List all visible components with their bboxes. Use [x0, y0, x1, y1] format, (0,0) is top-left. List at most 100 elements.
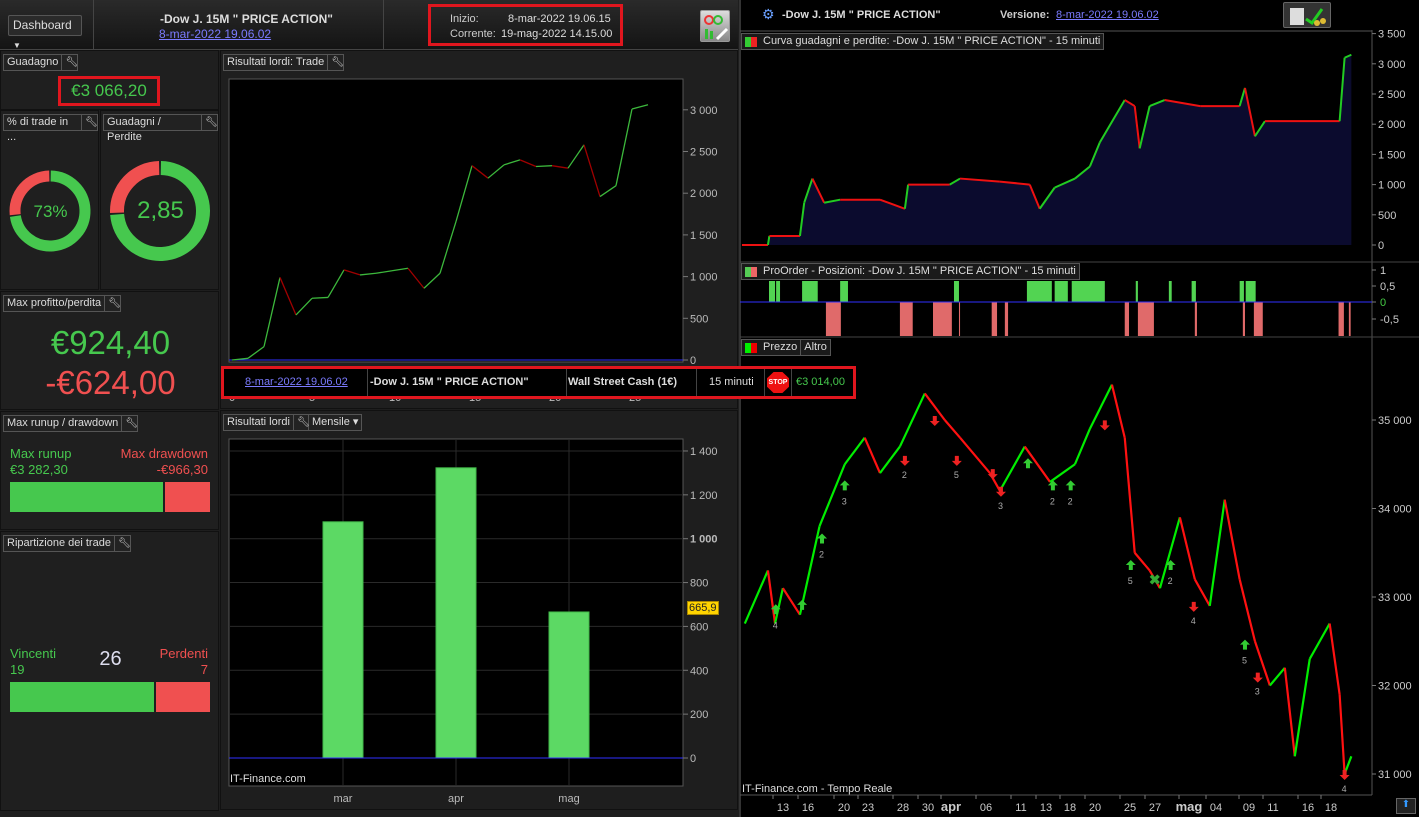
equity-segment: [903, 184, 910, 209]
equity-segment: [1074, 165, 1091, 180]
equity-segment: [1254, 120, 1266, 137]
trade-row[interactable]: 8-mar-2022 19.06.02 -Dow J. 15M " PRICE …: [221, 366, 856, 399]
wrench-icon[interactable]: 🔧︎: [65, 57, 79, 68]
position-legend-icon: [745, 267, 757, 277]
long-position-bar: [1135, 281, 1138, 302]
x-tick-label: 13: [1040, 802, 1052, 814]
equity-segment: [1038, 187, 1056, 210]
donut-red-segment: [9, 170, 50, 216]
y-tick-label: 400: [690, 665, 708, 677]
sell-arrow-icon: [899, 455, 910, 466]
short-position-bar: [1004, 302, 1009, 336]
sell-arrow-icon: [1252, 672, 1263, 683]
trade-segment: [439, 221, 457, 274]
monthly-chart-tab: Risultati lordi 🔧︎ Mensile ▾: [223, 414, 363, 431]
x-tick-label: 27: [1149, 802, 1161, 814]
trade-count-label: 2: [1050, 496, 1055, 506]
buy-arrow-icon: [1125, 560, 1136, 571]
short-position-bar: [1194, 302, 1197, 336]
win-count: 19: [10, 662, 25, 677]
current-label: Corrente:: [450, 28, 496, 40]
strategy-date-link[interactable]: 8-mar-2022 19.06.02: [159, 27, 272, 41]
scroll-to-end-icon[interactable]: ⬆: [1396, 798, 1416, 814]
monthly-chart-panel: Risultati lordi 🔧︎ Mensile ▾: [220, 410, 738, 810]
equity-segment: [879, 198, 906, 210]
trade-segment: [583, 144, 601, 197]
equity-title: Curva guadagni e perdite: -Dow J. 15M " …: [763, 35, 1101, 47]
equity-segment: [1133, 105, 1141, 149]
long-position-bar: [776, 281, 781, 302]
x-tick-label: mag: [558, 793, 579, 805]
tab-price[interactable]: Prezzo: [760, 340, 802, 355]
max-pl-panel: Max profitto/perdita 🔧︎ €924,40 -€624,00: [0, 291, 219, 410]
runup-panel: Max runup / drawdown 🔧︎ Max runup €3 282,…: [0, 411, 219, 530]
trade-count-label: 2: [902, 470, 907, 480]
bar-mag: [548, 611, 590, 759]
trade-instrument: Wall Street Cash (1€): [568, 376, 678, 388]
wrench-icon[interactable]: 🔧︎: [294, 415, 310, 430]
y-tick-label: 200: [690, 709, 708, 721]
dashboard-settings-icon[interactable]: [700, 10, 730, 42]
price-segment: [773, 587, 784, 624]
equity-segment: [959, 177, 1000, 183]
y-tick-label: 34 000: [1378, 504, 1412, 516]
x-tick-label: apr: [448, 793, 464, 805]
highlight-box: [58, 76, 160, 106]
tab-other[interactable]: Altro: [804, 341, 827, 353]
y-tick-label: 32 000: [1378, 681, 1412, 693]
equity-segment: [766, 235, 771, 246]
y-tick-label: 2 500: [690, 147, 718, 159]
loss-bar: [156, 682, 210, 712]
trade-date-link[interactable]: 8-mar-2022 19.06.02: [245, 376, 348, 388]
price-segment: [1238, 579, 1257, 642]
wrench-icon[interactable]: 🔧︎: [331, 57, 344, 68]
y-tick-label: 0: [690, 355, 696, 367]
dashboard-dropdown[interactable]: Dashboard ▼: [8, 15, 82, 50]
backtest-report-icon[interactable]: [1283, 2, 1331, 28]
price-segment: [959, 436, 991, 474]
long-position-bar: [1239, 281, 1244, 302]
wrench-icon[interactable]: 🔧︎: [125, 418, 138, 429]
equity-legend: Curva guadagni e perdite: -Dow J. 15M " …: [741, 33, 1105, 50]
trade-segment: [343, 269, 361, 276]
period-dropdown[interactable]: Mensile ▾: [311, 416, 359, 428]
buy-arrow-icon: [770, 604, 781, 615]
trade-segment: [311, 296, 329, 299]
wrench-icon[interactable]: 🔧︎: [117, 538, 131, 549]
monthly-chart-title: Risultati lordi: [224, 415, 294, 430]
trade-segment: [567, 144, 585, 169]
x-tick-label: 18: [1064, 802, 1076, 814]
gears-icon: ⚙: [762, 6, 775, 22]
y-tick-label: 1 000: [690, 534, 718, 546]
version-link[interactable]: 8-mar-2022 19.06.02: [1056, 9, 1159, 21]
y-tick-label: 2 000: [1378, 119, 1406, 131]
pct-trade-panel: % di trade in ... 🔧︎ 73%: [0, 110, 99, 290]
total-trades: 26: [99, 648, 122, 670]
x-tick-label: 04: [1210, 802, 1222, 814]
price-legend-icon: [745, 343, 757, 353]
bar-mar: [322, 521, 364, 759]
equity-segment: [1088, 141, 1101, 167]
wrench-icon[interactable]: 🔧︎: [205, 117, 218, 128]
gain-loss-title: Guadagni / Perdite: [104, 115, 202, 143]
y-tick-label: 35 000: [1378, 415, 1412, 427]
max-pl-title: Max profitto/perdita: [4, 296, 106, 311]
x-tick-label: mag: [1176, 799, 1203, 814]
max-loss-value: -€624,00: [45, 364, 176, 401]
x-tick-label: 20: [838, 802, 850, 814]
donut-red-segment: [110, 161, 160, 214]
wrench-icon[interactable]: 🔧︎: [108, 298, 121, 309]
buy-arrow-icon: [1239, 639, 1250, 650]
long-position-bar: [840, 281, 848, 302]
buy-arrow-icon: [1047, 480, 1058, 491]
positions-title: ProOrder - Posizioni: -Dow J. 15M " PRIC…: [763, 265, 1076, 277]
y-tick-label: 1 000: [1378, 180, 1406, 192]
green-red-legend-icon: [745, 37, 757, 47]
long-position-bar: [1191, 281, 1196, 302]
trade-segment: [503, 159, 521, 166]
x-tick-label: 23: [862, 802, 874, 814]
stop-icon[interactable]: STOP: [767, 372, 789, 393]
wrench-icon[interactable]: 🔧︎: [85, 117, 98, 128]
equity-segment: [999, 180, 1030, 186]
